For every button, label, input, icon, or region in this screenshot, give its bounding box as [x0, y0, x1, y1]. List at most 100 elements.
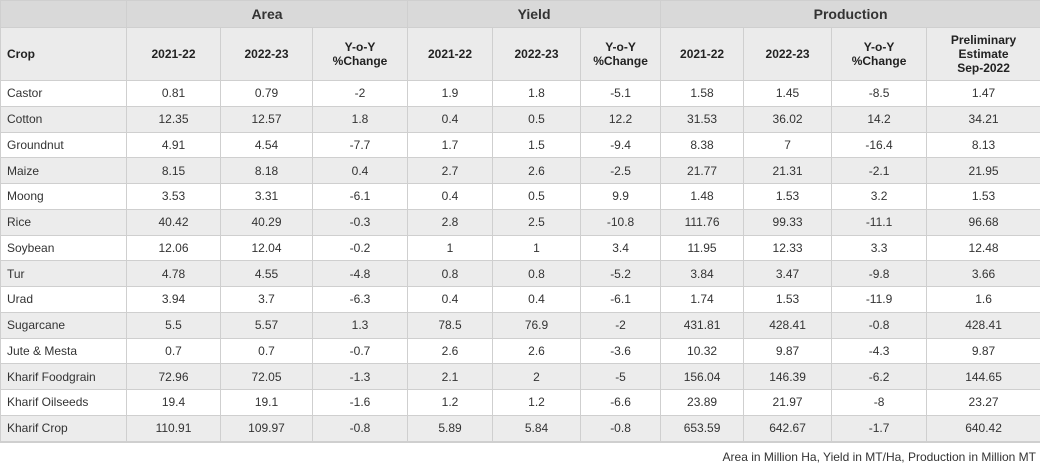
area-group-header: Area: [125, 0, 409, 28]
table-row: Tur 4.78 4.55 -4.8 0.8 0.8 -5.2 3.84 3.47 -9.8 3.6…: [0, 260, 1040, 287]
area-2022-cell: 4.55: [220, 260, 313, 287]
production-2022-cell: 428.41: [743, 311, 833, 339]
production-yoy-cell: -9.8: [831, 260, 928, 287]
yield-2022-cell: 0.5: [492, 183, 582, 210]
yield-2022-cell: 0.5: [492, 105, 582, 133]
area-2022-cell: 3.31: [220, 183, 313, 210]
area-2022-cell: 12.57: [220, 105, 313, 133]
production-2021-cell: 11.95: [660, 234, 745, 262]
area-yoy-cell: 1.3: [311, 311, 409, 339]
production-2022-cell: 36.02: [743, 105, 833, 133]
yield-yoy-cell: -3.6: [580, 337, 662, 365]
production-2022-cell: 9.87: [743, 337, 833, 365]
yield-2022-cell: 2.6: [492, 337, 582, 365]
yield-2022-cell: 2.6: [492, 157, 582, 184]
yield-2021-cell: 5.89: [407, 414, 494, 442]
production-2021-header: 2021-22: [660, 27, 745, 81]
preliminary-estimate-cell: 8.13: [926, 131, 1040, 159]
yield-yoy-cell: 12.2: [580, 105, 662, 133]
area-2022-cell: 12.04: [220, 234, 313, 262]
area-2021-cell: 12.06: [126, 234, 221, 262]
production-yoy-cell: -11.1: [831, 208, 928, 236]
group-header-row: Area Yield Production: [0, 0, 1040, 28]
production-2022-cell: 1.53: [743, 286, 833, 313]
preliminary-estimate-cell: 23.27: [926, 389, 1040, 416]
area-yoy-cell: -1.6: [311, 389, 409, 416]
area-2022-cell: 8.18: [220, 157, 313, 184]
yield-2021-cell: 1.9: [407, 80, 494, 107]
preliminary-estimate-cell: 144.65: [926, 363, 1040, 390]
production-2021-cell: 1.48: [660, 183, 745, 210]
area-2021-cell: 110.91: [126, 414, 221, 442]
yield-yoy-cell: -6.1: [580, 286, 662, 313]
area-2021-cell: 3.94: [126, 286, 221, 313]
area-2021-cell: 40.42: [126, 208, 221, 236]
crop-cell: Groundnut: [0, 131, 127, 159]
production-2021-cell: 10.32: [660, 337, 745, 365]
production-2022-header: 2022-23: [743, 27, 833, 81]
yield-2021-cell: 0.4: [407, 183, 494, 210]
crop-cell: Castor: [0, 80, 127, 107]
production-yoy-cell: -16.4: [831, 131, 928, 159]
table-row: Groundnut 4.91 4.54 -7.7 1.7 1.5 -9.4 8.38 7 -16.…: [0, 131, 1040, 159]
yield-2021-header: 2021-22: [407, 27, 494, 81]
yield-2022-cell: 1.2: [492, 389, 582, 416]
yield-yoy-cell: -9.4: [580, 131, 662, 159]
area-2021-cell: 19.4: [126, 389, 221, 416]
production-yoy-cell: -6.2: [831, 363, 928, 390]
preliminary-estimate-cell: 3.66: [926, 260, 1040, 287]
production-yoy-header: Y-o-Y %Change: [831, 27, 928, 81]
crop-cell: Kharif Crop: [0, 414, 127, 442]
crop-cell: Urad: [0, 286, 127, 313]
production-2021-cell: 111.76: [660, 208, 745, 236]
preliminary-estimate-cell: 34.21: [926, 105, 1040, 133]
table-body: Castor 0.81 0.79 -2 1.9 1.8 -5.1 1.58 1.45 -8.5 1.…: [0, 80, 1040, 442]
table-row: Kharif Foodgrain 72.96 72.05 -1.3 2.1 2 -5 156.…: [0, 363, 1040, 390]
preliminary-estimate-cell: 96.68: [926, 208, 1040, 236]
production-yoy-cell: 3.3: [831, 234, 928, 262]
production-yoy-cell: 3.2: [831, 183, 928, 210]
crop-statistics-table: Area Yield Production Crop 2021-22 2022-…: [0, 0, 1040, 442]
production-yoy-cell: 14.2: [831, 105, 928, 133]
area-yoy-cell: -7.7: [311, 131, 409, 159]
production-2022-cell: 146.39: [743, 363, 833, 390]
yield-yoy-cell: -2.5: [580, 157, 662, 184]
preliminary-estimate-cell: 640.42: [926, 414, 1040, 442]
area-2021-cell: 0.7: [126, 337, 221, 365]
yield-yoy-cell: -2: [580, 311, 662, 339]
production-2022-cell: 12.33: [743, 234, 833, 262]
production-2022-cell: 99.33: [743, 208, 833, 236]
yield-2021-cell: 2.7: [407, 157, 494, 184]
yield-2022-cell: 1.8: [492, 80, 582, 107]
production-2021-cell: 156.04: [660, 363, 745, 390]
area-yoy-cell: -6.1: [311, 183, 409, 210]
area-yoy-cell: -0.7: [311, 337, 409, 365]
table-row: Soybean 12.06 12.04 -0.2 1 1 3.4 11.95 12.33 3.3 1…: [0, 234, 1040, 262]
production-2021-cell: 1.58: [660, 80, 745, 107]
production-2022-cell: 7: [743, 131, 833, 159]
crop-cell: Moong: [0, 183, 127, 210]
production-yoy-cell: -4.3: [831, 337, 928, 365]
production-yoy-cell: -8.5: [831, 80, 928, 107]
yield-2022-cell: 2.5: [492, 208, 582, 236]
yield-yoy-cell: 3.4: [580, 234, 662, 262]
area-2021-cell: 0.81: [126, 80, 221, 107]
yield-2021-cell: 1.7: [407, 131, 494, 159]
yield-yoy-cell: 9.9: [580, 183, 662, 210]
yield-2022-cell: 1.5: [492, 131, 582, 159]
production-2022-cell: 21.97: [743, 389, 833, 416]
crop-cell: Tur: [0, 260, 127, 287]
table-row: Jute & Mesta 0.7 0.7 -0.7 2.6 2.6 -3.6 10.32 9.8…: [0, 337, 1040, 365]
area-2021-cell: 8.15: [126, 157, 221, 184]
production-2021-cell: 3.84: [660, 260, 745, 287]
area-2022-cell: 5.57: [220, 311, 313, 339]
crop-cell: Soybean: [0, 234, 127, 262]
production-yoy-cell: -11.9: [831, 286, 928, 313]
production-2021-cell: 1.74: [660, 286, 745, 313]
table-row: Rice 40.42 40.29 -0.3 2.8 2.5 -10.8 111.76 99.33…: [0, 208, 1040, 236]
area-2022-cell: 109.97: [220, 414, 313, 442]
area-2021-cell: 12.35: [126, 105, 221, 133]
area-yoy-cell: -4.8: [311, 260, 409, 287]
area-2022-cell: 3.7: [220, 286, 313, 313]
yield-2022-header: 2022-23: [492, 27, 582, 81]
